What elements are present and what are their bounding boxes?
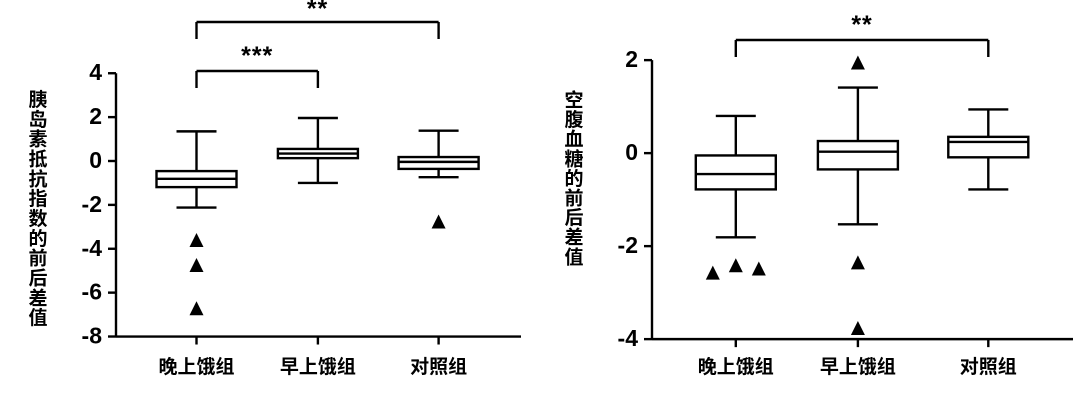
svg-text:晚上饿组: 晚上饿组 [158, 352, 234, 379]
svg-text:晚上饿组: 晚上饿组 [698, 352, 774, 379]
svg-text:2: 2 [625, 46, 638, 72]
svg-text:-6: -6 [82, 279, 102, 305]
svg-text:值: 值 [564, 242, 583, 269]
svg-text:早上饿组: 早上饿组 [820, 352, 896, 379]
svg-text:-2: -2 [82, 191, 102, 217]
svg-text:**: ** [851, 11, 872, 39]
svg-text:-8: -8 [82, 323, 103, 349]
svg-text:**: ** [307, 0, 328, 23]
svg-text:早上饿组: 早上饿组 [280, 352, 356, 379]
svg-text:对照组: 对照组 [960, 352, 1017, 379]
svg-text:0: 0 [625, 139, 638, 165]
svg-text:对照组: 对照组 [410, 352, 467, 379]
svg-text:值: 值 [28, 303, 47, 330]
svg-text:2: 2 [89, 103, 102, 129]
svg-text:4: 4 [89, 59, 102, 85]
svg-text:***: *** [241, 42, 273, 70]
svg-text:-4: -4 [618, 325, 639, 351]
svg-text:-4: -4 [82, 235, 103, 261]
svg-text:0: 0 [89, 147, 102, 173]
svg-text:-2: -2 [618, 232, 638, 258]
